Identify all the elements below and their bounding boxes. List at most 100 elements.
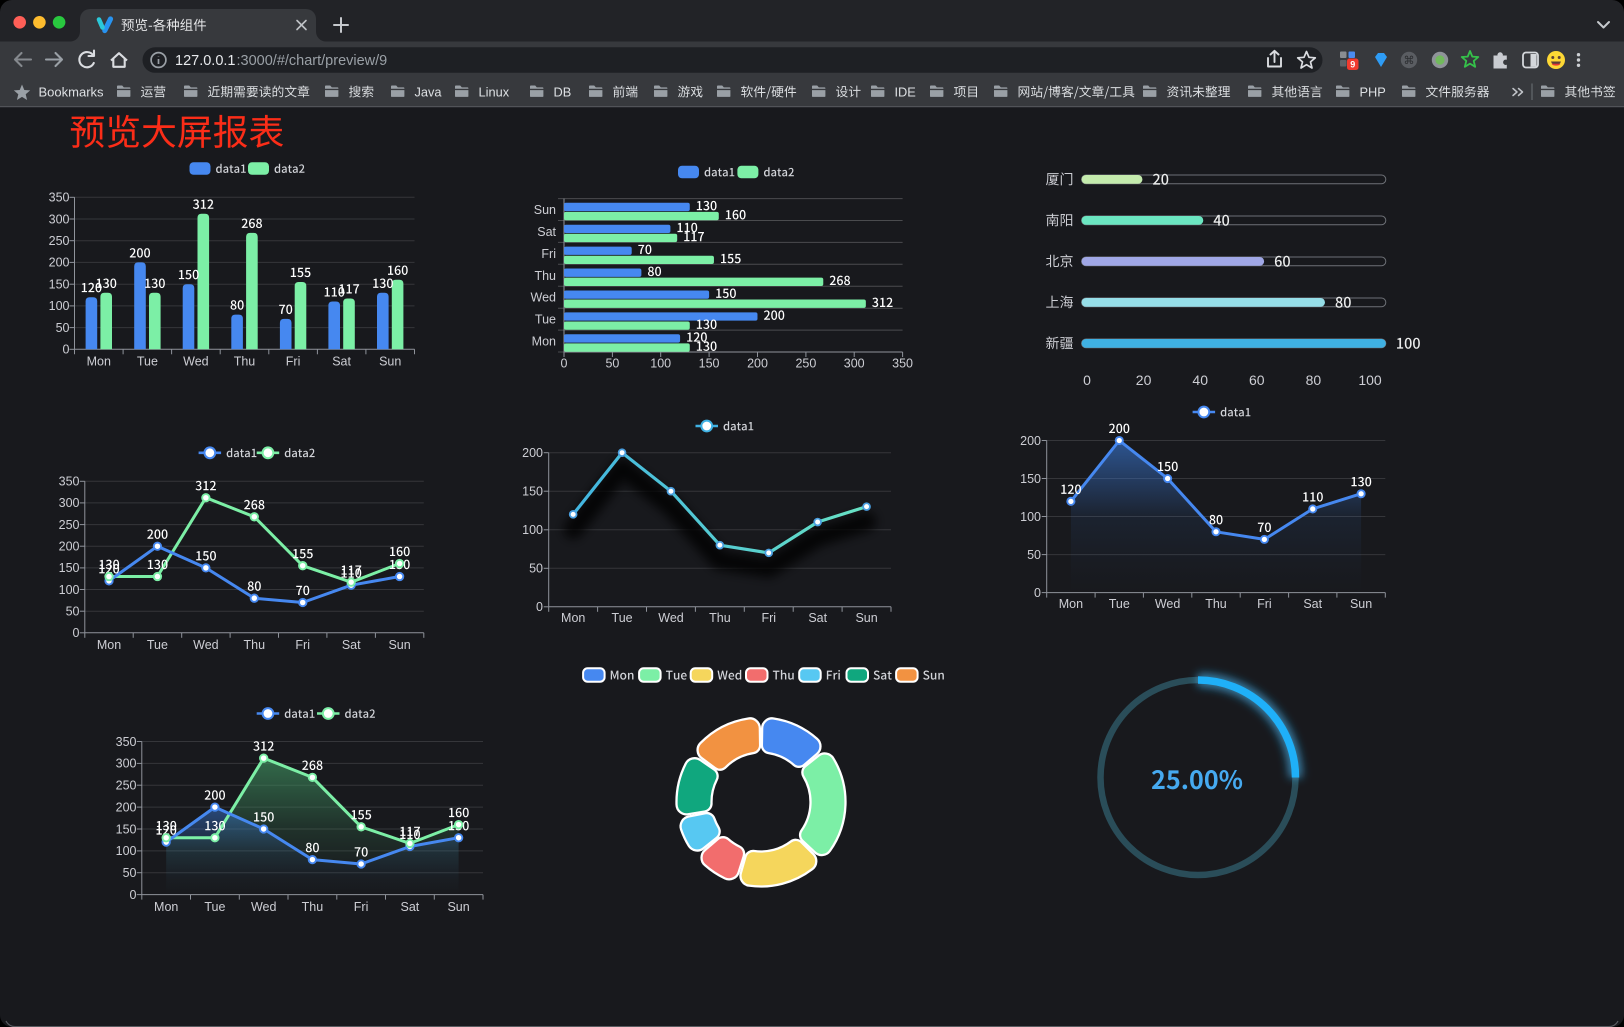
svg-text:50: 50 xyxy=(1027,548,1041,562)
svg-text:Sat: Sat xyxy=(1303,597,1322,611)
svg-text:100: 100 xyxy=(49,299,70,313)
svg-text:0: 0 xyxy=(1083,372,1091,388)
svg-text:Fri: Fri xyxy=(354,900,369,914)
svg-text:350: 350 xyxy=(116,735,137,749)
svg-text:150: 150 xyxy=(1020,472,1041,486)
svg-text:Fri: Fri xyxy=(1257,597,1272,611)
svg-text:300: 300 xyxy=(116,757,137,771)
svg-text:Sat: Sat xyxy=(537,225,556,239)
svg-text:350: 350 xyxy=(892,357,913,371)
svg-text:Mon: Mon xyxy=(1059,597,1083,611)
svg-text:100: 100 xyxy=(59,583,80,597)
svg-text:IDE: IDE xyxy=(895,84,916,99)
svg-text:Bookmarks: Bookmarks xyxy=(39,84,105,99)
svg-text::3000/#/chart/preview/9: :3000/#/chart/preview/9 xyxy=(237,53,388,69)
svg-text:200: 200 xyxy=(522,446,543,460)
svg-text:150: 150 xyxy=(59,561,80,575)
svg-text:Wed: Wed xyxy=(531,291,557,305)
svg-text:300: 300 xyxy=(844,357,865,371)
svg-text:100: 100 xyxy=(650,357,671,371)
svg-text:⌘: ⌘ xyxy=(1404,55,1415,67)
svg-text:250: 250 xyxy=(59,518,80,532)
svg-text:Mon: Mon xyxy=(154,900,178,914)
svg-text:0: 0 xyxy=(536,600,543,614)
svg-text:Wed: Wed xyxy=(193,638,219,652)
svg-text:50: 50 xyxy=(66,605,80,619)
svg-text:Sat: Sat xyxy=(401,900,420,914)
svg-text:Wed: Wed xyxy=(251,900,277,914)
svg-text:80: 80 xyxy=(1306,372,1322,388)
svg-text:200: 200 xyxy=(59,540,80,554)
svg-text:300: 300 xyxy=(59,496,80,510)
svg-text:Sun: Sun xyxy=(388,638,410,652)
svg-text:Sat: Sat xyxy=(332,355,351,369)
svg-text:Tue: Tue xyxy=(137,355,158,369)
svg-text:0: 0 xyxy=(130,888,137,902)
svg-text:9: 9 xyxy=(1350,60,1355,70)
svg-text:0: 0 xyxy=(1034,586,1041,600)
svg-text:Sun: Sun xyxy=(447,900,469,914)
svg-text:200: 200 xyxy=(116,800,137,814)
svg-text:200: 200 xyxy=(49,256,70,270)
svg-text:Sun: Sun xyxy=(855,611,877,625)
svg-text:Tue: Tue xyxy=(204,900,225,914)
svg-text:Fri: Fri xyxy=(541,247,556,261)
svg-text:Sun: Sun xyxy=(534,203,556,217)
svg-text:Thu: Thu xyxy=(1205,597,1227,611)
svg-text:Mon: Mon xyxy=(97,638,121,652)
svg-text:Sat: Sat xyxy=(342,638,361,652)
svg-text:Wed: Wed xyxy=(1155,597,1181,611)
svg-text:Java: Java xyxy=(415,84,443,99)
svg-text:Linux: Linux xyxy=(479,84,510,99)
svg-text:Thu: Thu xyxy=(244,638,266,652)
svg-text:150: 150 xyxy=(49,278,70,292)
svg-text:300: 300 xyxy=(49,212,70,226)
svg-text:Wed: Wed xyxy=(658,611,684,625)
svg-text:50: 50 xyxy=(605,357,619,371)
svg-text:Fri: Fri xyxy=(762,611,777,625)
svg-text:0: 0 xyxy=(561,357,568,371)
svg-text:Tue: Tue xyxy=(612,611,633,625)
svg-text:200: 200 xyxy=(747,357,768,371)
svg-text:Fri: Fri xyxy=(286,355,301,369)
svg-text:Thu: Thu xyxy=(709,611,731,625)
svg-text:150: 150 xyxy=(116,822,137,836)
svg-text:Tue: Tue xyxy=(147,638,168,652)
svg-text:20: 20 xyxy=(1136,372,1152,388)
svg-text:250: 250 xyxy=(49,234,70,248)
svg-text:100: 100 xyxy=(116,844,137,858)
svg-text:50: 50 xyxy=(123,866,137,880)
svg-text:Mon: Mon xyxy=(561,611,585,625)
svg-text:40: 40 xyxy=(1192,372,1208,388)
svg-text:127.0.0.1: 127.0.0.1 xyxy=(175,53,235,69)
svg-text:Tue: Tue xyxy=(535,313,556,327)
svg-text:50: 50 xyxy=(56,321,70,335)
svg-text:250: 250 xyxy=(795,357,816,371)
svg-text:Wed: Wed xyxy=(183,355,209,369)
svg-text:100: 100 xyxy=(522,523,543,537)
svg-text:0: 0 xyxy=(63,343,70,357)
svg-text:Thu: Thu xyxy=(234,355,256,369)
svg-text:Thu: Thu xyxy=(302,900,324,914)
svg-text:350: 350 xyxy=(49,191,70,205)
svg-text:Sun: Sun xyxy=(379,355,401,369)
svg-text:Sat: Sat xyxy=(808,611,827,625)
svg-text:PHP: PHP xyxy=(1360,84,1386,99)
svg-text:350: 350 xyxy=(59,475,80,489)
svg-text:100: 100 xyxy=(1020,510,1041,524)
svg-text:Mon: Mon xyxy=(87,355,111,369)
svg-text:200: 200 xyxy=(1020,434,1041,448)
svg-text:150: 150 xyxy=(699,357,720,371)
svg-text:DB: DB xyxy=(554,84,572,99)
svg-text:Tue: Tue xyxy=(1109,597,1130,611)
svg-text:150: 150 xyxy=(522,485,543,499)
svg-text:250: 250 xyxy=(116,779,137,793)
svg-text:60: 60 xyxy=(1249,372,1265,388)
svg-text:0: 0 xyxy=(73,626,80,640)
svg-text:100: 100 xyxy=(1358,372,1382,388)
svg-text:50: 50 xyxy=(529,562,543,576)
svg-text:Thu: Thu xyxy=(534,269,556,283)
svg-text:Fri: Fri xyxy=(295,638,310,652)
svg-text:Mon: Mon xyxy=(532,335,556,349)
svg-text:Sun: Sun xyxy=(1350,597,1372,611)
